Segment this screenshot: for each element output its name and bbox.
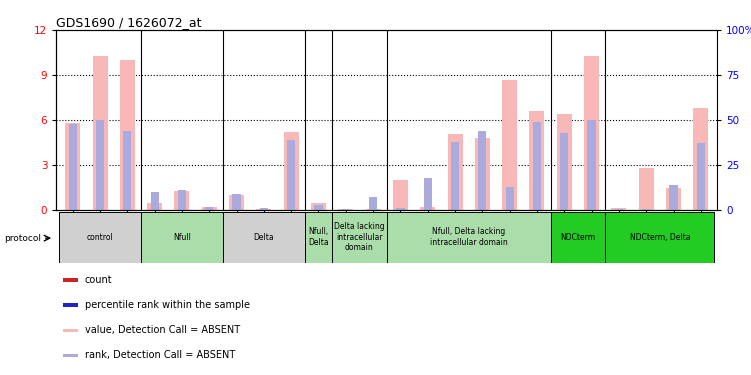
- Bar: [502, 80, 517, 210]
- Bar: [63, 303, 78, 307]
- Bar: [332, 212, 387, 262]
- Bar: [478, 131, 487, 210]
- Bar: [96, 120, 104, 210]
- Bar: [393, 180, 408, 210]
- Bar: [366, 209, 381, 210]
- Bar: [178, 190, 186, 210]
- Bar: [223, 212, 305, 262]
- Bar: [556, 114, 572, 210]
- Bar: [123, 131, 131, 210]
- Text: control: control: [86, 232, 113, 242]
- Bar: [63, 354, 78, 357]
- Bar: [642, 209, 650, 210]
- Bar: [338, 209, 353, 210]
- Text: NDCterm: NDCterm: [560, 232, 596, 242]
- Bar: [63, 328, 78, 332]
- Bar: [605, 212, 714, 262]
- Text: value, Detection Call = ABSENT: value, Detection Call = ABSENT: [85, 326, 240, 335]
- Text: Nfull, Delta lacking
intracellular domain: Nfull, Delta lacking intracellular domai…: [430, 228, 508, 247]
- Bar: [669, 185, 677, 210]
- Bar: [693, 108, 708, 210]
- Bar: [584, 56, 599, 210]
- Bar: [68, 124, 77, 210]
- Bar: [475, 138, 490, 210]
- Bar: [550, 212, 605, 262]
- Bar: [529, 111, 544, 210]
- Bar: [311, 202, 326, 210]
- Bar: [205, 207, 213, 210]
- Bar: [233, 194, 240, 210]
- Bar: [141, 212, 223, 262]
- Bar: [305, 212, 332, 262]
- Text: Delta: Delta: [254, 232, 274, 242]
- Bar: [697, 143, 705, 210]
- Text: NDCterm, Delta: NDCterm, Delta: [629, 232, 690, 242]
- Bar: [611, 208, 626, 210]
- Bar: [59, 212, 141, 262]
- Bar: [256, 209, 271, 210]
- Bar: [229, 195, 244, 210]
- Bar: [147, 202, 162, 210]
- Bar: [369, 197, 377, 210]
- Bar: [387, 212, 550, 262]
- Bar: [120, 60, 135, 210]
- Text: protocol: protocol: [4, 234, 41, 243]
- Bar: [287, 140, 295, 210]
- Bar: [424, 178, 432, 210]
- Bar: [92, 56, 107, 210]
- Bar: [587, 120, 596, 210]
- Text: Nfull: Nfull: [173, 232, 191, 242]
- Text: Delta lacking
intracellular
domain: Delta lacking intracellular domain: [334, 222, 385, 252]
- Bar: [451, 142, 459, 210]
- Text: Nfull,
Delta: Nfull, Delta: [308, 228, 329, 247]
- Bar: [397, 208, 405, 210]
- Text: rank, Detection Call = ABSENT: rank, Detection Call = ABSENT: [85, 350, 235, 360]
- Bar: [260, 208, 268, 210]
- Bar: [63, 279, 78, 282]
- Text: percentile rank within the sample: percentile rank within the sample: [85, 300, 249, 310]
- Bar: [150, 192, 158, 210]
- Text: GDS1690 / 1626072_at: GDS1690 / 1626072_at: [56, 16, 202, 29]
- Bar: [315, 205, 323, 210]
- Bar: [202, 207, 217, 210]
- Bar: [342, 209, 350, 210]
- Bar: [505, 187, 514, 210]
- Bar: [666, 188, 681, 210]
- Bar: [533, 122, 541, 210]
- Text: count: count: [85, 275, 112, 285]
- Bar: [284, 132, 299, 210]
- Bar: [560, 133, 569, 210]
- Bar: [638, 168, 653, 210]
- Bar: [174, 190, 189, 210]
- Bar: [615, 209, 623, 210]
- Bar: [421, 207, 436, 210]
- Bar: [65, 123, 80, 210]
- Bar: [448, 134, 463, 210]
